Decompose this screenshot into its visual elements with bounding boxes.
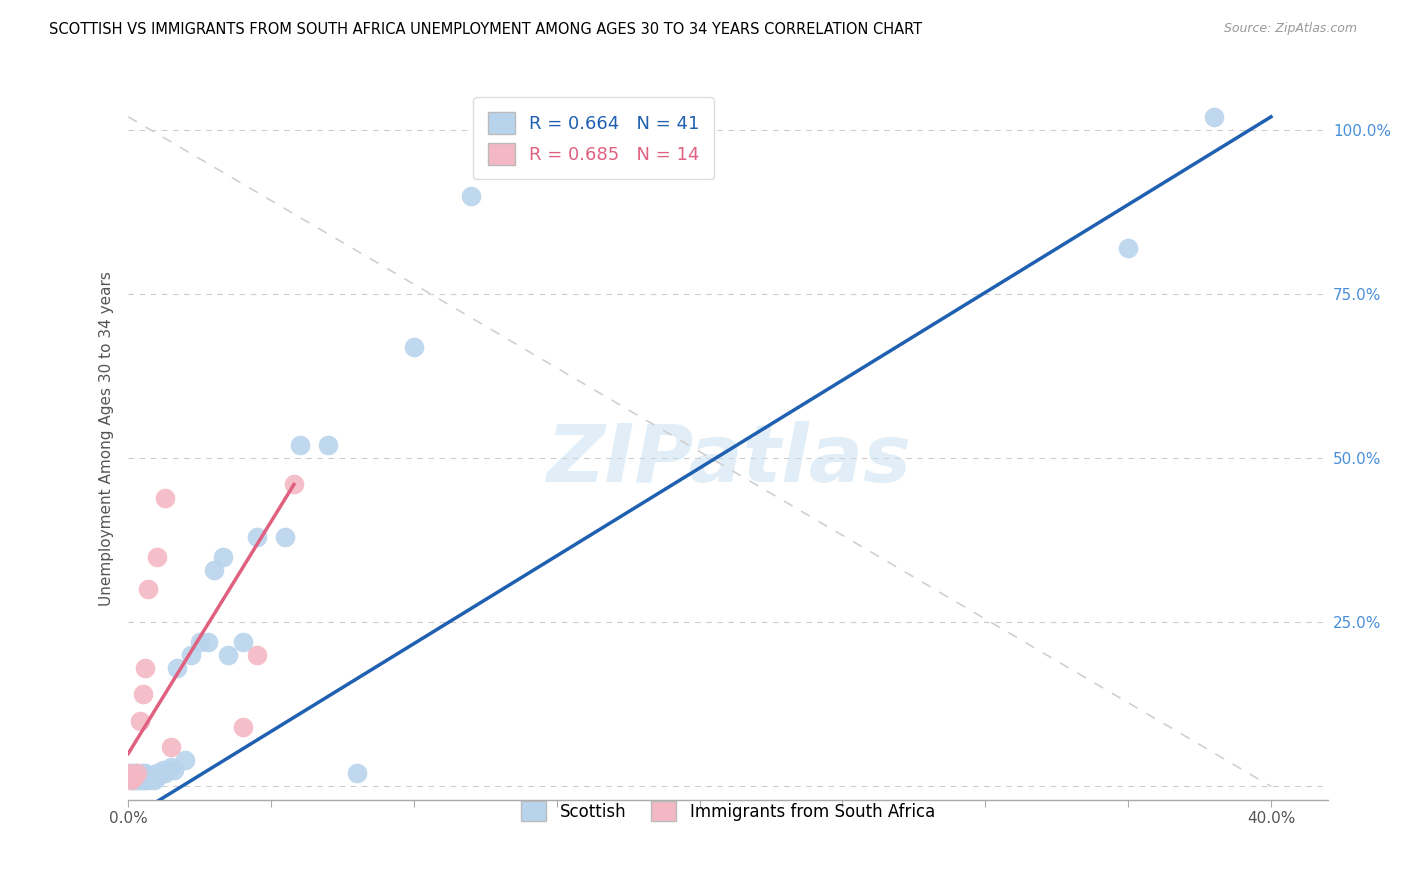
- Point: [155, 491, 177, 505]
- Point: [120, 766, 142, 780]
- Point: [460, 188, 482, 202]
- Point: [1202, 110, 1225, 124]
- Point: [231, 720, 253, 734]
- Point: [125, 766, 148, 780]
- Point: [149, 766, 172, 780]
- Legend: Scottish, Immigrants from South Africa: Scottish, Immigrants from South Africa: [508, 788, 948, 835]
- Point: [160, 760, 183, 774]
- Point: [136, 772, 159, 787]
- Point: [128, 772, 150, 787]
- Point: [231, 635, 253, 649]
- Point: [131, 766, 153, 780]
- Point: [128, 714, 150, 728]
- Point: [139, 770, 162, 784]
- Point: [125, 766, 148, 780]
- Point: [128, 770, 150, 784]
- Point: [188, 635, 211, 649]
- Point: [143, 772, 166, 787]
- Point: [136, 582, 159, 597]
- Point: [246, 530, 269, 544]
- Point: [134, 661, 156, 675]
- Point: [316, 438, 339, 452]
- Point: [180, 648, 202, 662]
- Text: Source: ZipAtlas.com: Source: ZipAtlas.com: [1223, 22, 1357, 36]
- Point: [131, 772, 153, 787]
- Point: [197, 635, 219, 649]
- Point: [122, 766, 145, 780]
- Point: [274, 530, 297, 544]
- Text: SCOTTISH VS IMMIGRANTS FROM SOUTH AFRICA UNEMPLOYMENT AMONG AGES 30 TO 34 YEARS : SCOTTISH VS IMMIGRANTS FROM SOUTH AFRICA…: [49, 22, 922, 37]
- Point: [134, 772, 156, 787]
- Point: [346, 766, 368, 780]
- Text: ZIPatlas: ZIPatlas: [546, 421, 911, 500]
- Point: [117, 766, 139, 780]
- Point: [202, 563, 225, 577]
- Point: [174, 753, 197, 767]
- Point: [288, 438, 311, 452]
- Point: [246, 648, 269, 662]
- Point: [160, 739, 183, 754]
- Point: [217, 648, 239, 662]
- Point: [146, 766, 169, 780]
- Point: [122, 772, 145, 787]
- Point: [125, 772, 148, 787]
- Point: [131, 688, 153, 702]
- Point: [152, 763, 174, 777]
- Point: [146, 549, 169, 564]
- Point: [211, 549, 233, 564]
- Point: [402, 340, 425, 354]
- Point: [163, 763, 186, 777]
- Point: [122, 770, 145, 784]
- Point: [166, 661, 188, 675]
- Point: [134, 766, 156, 780]
- Point: [120, 772, 142, 787]
- Point: [120, 772, 142, 787]
- Point: [1116, 241, 1139, 255]
- Point: [117, 766, 139, 780]
- Y-axis label: Unemployment Among Ages 30 to 34 years: Unemployment Among Ages 30 to 34 years: [100, 271, 114, 606]
- Point: [155, 766, 177, 780]
- Point: [146, 770, 169, 784]
- Point: [283, 477, 305, 491]
